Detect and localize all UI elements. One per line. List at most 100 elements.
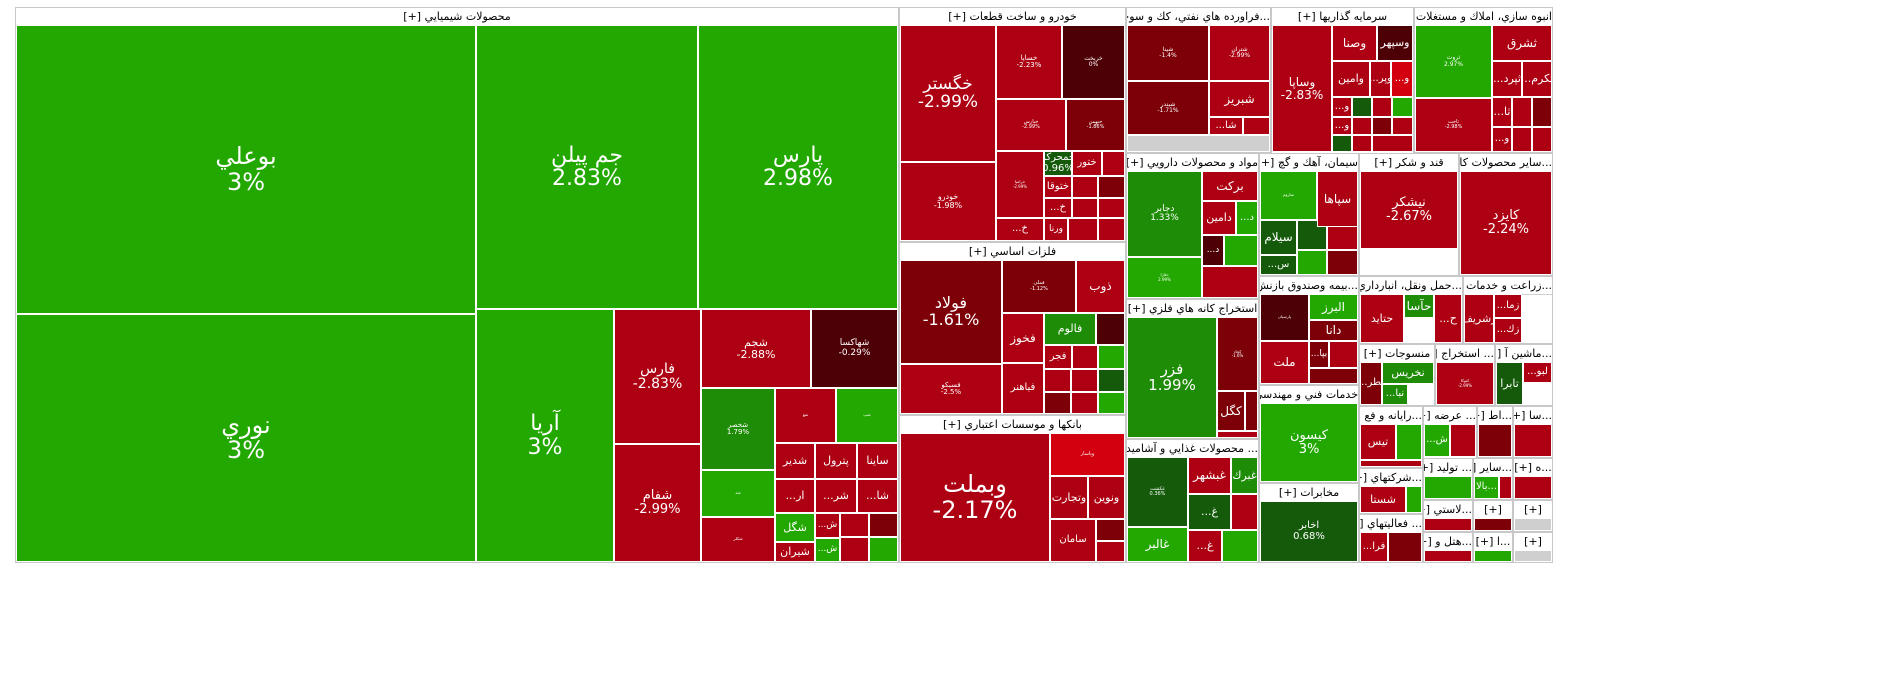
sector-header[interactable]: بانكها و موسسات اعتباري [+] (900, 416, 1125, 434)
stock-tile[interactable]: فجر (1044, 345, 1072, 369)
stock-tile[interactable]: تيس (1360, 424, 1396, 460)
stock-tile[interactable]: كايزد -2.24% (1460, 171, 1552, 275)
sector-header[interactable]: مخابرات [+] (1260, 484, 1358, 502)
stock-tile[interactable]: وبملت -2.17% (900, 433, 1050, 562)
sector-header[interactable]: ...ه [+] (1514, 459, 1552, 477)
stock-tile-filler[interactable] (1514, 518, 1552, 531)
stock-tile[interactable]: ...ثا (1492, 97, 1512, 127)
stock-tile-filler[interactable] (1532, 97, 1552, 127)
stock-tile-filler[interactable] (1372, 135, 1413, 152)
sector-header[interactable]: [+] (1474, 501, 1512, 519)
stock-tile[interactable]: ...بپا (1309, 341, 1329, 368)
stock-tile[interactable]: ...د (1236, 201, 1258, 235)
stock-tile[interactable]: ...شر (815, 479, 857, 513)
stock-tile[interactable]: شفام -2.99% (614, 444, 701, 562)
stock-tile-filler[interactable] (1514, 424, 1552, 457)
stock-tile-filler[interactable] (1044, 392, 1071, 414)
stock-tile[interactable]: غالبر (1127, 527, 1188, 562)
sector-header[interactable]: ...حمل ونقل، انبارداري و [+] (1360, 277, 1462, 295)
stock-tile[interactable]: ...خ (996, 218, 1044, 241)
stock-tile[interactable]: ...ار (775, 479, 815, 513)
stock-tile[interactable]: دامين (1202, 201, 1236, 235)
stock-tile[interactable]: جم پيلن 2.83% (476, 25, 698, 309)
stock-tile-filler[interactable] (1044, 369, 1071, 392)
stock-tile-filler[interactable] (1396, 424, 1422, 460)
stock-tile-filler[interactable] (1372, 117, 1392, 135)
stock-tile[interactable]: ورنا (1044, 218, 1068, 241)
sector-header[interactable]: ...سا [+] (1514, 407, 1552, 425)
stock-tile[interactable]: ...زك (1494, 318, 1522, 343)
stock-tile[interactable]: ...شا (1209, 117, 1243, 135)
stock-tile-filler[interactable] (1098, 345, 1125, 369)
stock-tile-filler[interactable] (869, 513, 898, 537)
stock-tile-filler[interactable] (1217, 431, 1258, 438)
sector-header[interactable]: ...لاستي [+] (1424, 501, 1472, 519)
stock-tile[interactable]: ...لبو (1523, 362, 1552, 383)
stock-tile[interactable]: كيسون 3% (1260, 403, 1358, 482)
stock-tile-filler[interactable] (1231, 494, 1258, 530)
stock-tile[interactable]: نوري 3% (16, 314, 476, 562)
stock-tile[interactable]: غبشهر (1188, 457, 1231, 494)
stock-tile[interactable]: ...ثپرد (1492, 61, 1522, 97)
sector-header[interactable]: محصولات شيميايي [+] (16, 8, 898, 26)
sector-header[interactable]: ... عرضه [+] (1424, 407, 1476, 425)
stock-tile[interactable]: نيشكر -2.67% (1360, 171, 1458, 249)
stock-tile-filler[interactable] (1068, 218, 1098, 241)
stock-tile[interactable]: خودرو -1.98% (900, 162, 996, 241)
stock-tile[interactable]: فملي -1.12% (1002, 260, 1076, 313)
stock-tile[interactable]: وسپهر (1377, 25, 1413, 61)
stock-tile[interactable]: ...نطر (1360, 362, 1382, 405)
stock-tile[interactable]: ختور (1072, 151, 1102, 176)
stock-tile[interactable]: دانا (1309, 320, 1358, 341)
stock-tile-filler[interactable] (1098, 369, 1125, 392)
stock-tile[interactable]: ...غ (1188, 494, 1231, 530)
stock-tile[interactable]: حتايد (1360, 294, 1404, 343)
stock-tile-filler[interactable] (1474, 518, 1512, 531)
stock-tile[interactable]: فالوم (1044, 313, 1096, 345)
stock-tile[interactable]: پارس 2.98% (698, 25, 898, 309)
stock-tile[interactable]: وساپا -2.83% (1272, 25, 1332, 152)
stock-tile[interactable]: ...ح (1434, 294, 1462, 343)
sector-header[interactable]: ... محصولات غذايي و آشاميدني [+] (1127, 440, 1258, 458)
sector-header[interactable]: ... فعاليتهاي [+] (1360, 515, 1422, 533)
stock-tile-filler[interactable] (1329, 341, 1358, 368)
sector-header[interactable]: ...بيمه وصندوق بازنش [+] (1260, 277, 1358, 295)
stock-tile[interactable]: ...غ (1188, 530, 1222, 562)
stock-tile[interactable]: سامان (1050, 519, 1096, 562)
stock-tile[interactable]: ...فرا (1360, 532, 1388, 562)
sector-header[interactable]: ...شركتهاي [+] (1360, 469, 1422, 487)
stock-tile[interactable]: خراميا -2.99% (996, 151, 1044, 218)
stock-tile-filler[interactable] (869, 537, 898, 562)
stock-tile[interactable]: شهاكسا -0.29% (811, 309, 898, 388)
sector-header[interactable]: خودرو و ساخت قطعات [+] (900, 8, 1125, 26)
stock-tile[interactable]: شخصر 1.79% (701, 388, 775, 470)
stock-tile[interactable]: تابرا (1496, 362, 1523, 405)
stock-tile[interactable]: اخابر 0.68% (1260, 501, 1358, 562)
stock-tile[interactable]: غكشت 0.36% (1127, 457, 1188, 527)
sector-header[interactable]: ...هتل و [+] (1424, 533, 1472, 551)
stock-tile-filler[interactable] (1424, 550, 1472, 562)
stock-tile-filler[interactable] (1245, 391, 1258, 431)
stock-tile-filler[interactable] (1309, 368, 1358, 384)
stock-tile[interactable]: شپنا -1.4% (1127, 25, 1209, 81)
stock-tile-filler[interactable] (1372, 97, 1392, 117)
stock-tile[interactable]: زشريف (1464, 294, 1494, 343)
stock-tile[interactable]: ثروت 2.97% (1415, 25, 1492, 98)
stock-tile-filler[interactable] (840, 537, 869, 562)
stock-tile[interactable]: ...و (1391, 61, 1413, 97)
stock-tile[interactable]: خريخت 0% (1062, 25, 1125, 99)
sector-header[interactable]: ...رايانه و فع [+] (1360, 407, 1422, 425)
stock-tile[interactable]: فولاد -1.61% (900, 260, 1002, 364)
stock-tile-filler[interactable] (1352, 97, 1372, 117)
stock-tile-filler[interactable] (1360, 460, 1422, 467)
sector-header[interactable]: منسوجات [+] (1360, 345, 1434, 363)
stock-tile[interactable]: خپارس -2.99% (996, 99, 1066, 151)
sector-header[interactable]: ...فراورده هاي نفتي، كك و سوخت ه [+] (1127, 8, 1270, 26)
sector-header[interactable]: [+] (1514, 533, 1552, 551)
stock-tile[interactable]: شجم -2.88% (701, 309, 811, 388)
stock-tile[interactable]: ...د (1202, 235, 1224, 266)
stock-tile-filler[interactable] (1392, 97, 1413, 117)
stock-tile-filler[interactable] (1424, 518, 1472, 531)
stock-tile[interactable]: شبندر -1.71% (1127, 81, 1209, 135)
stock-tile-filler[interactable] (1272, 152, 1413, 154)
